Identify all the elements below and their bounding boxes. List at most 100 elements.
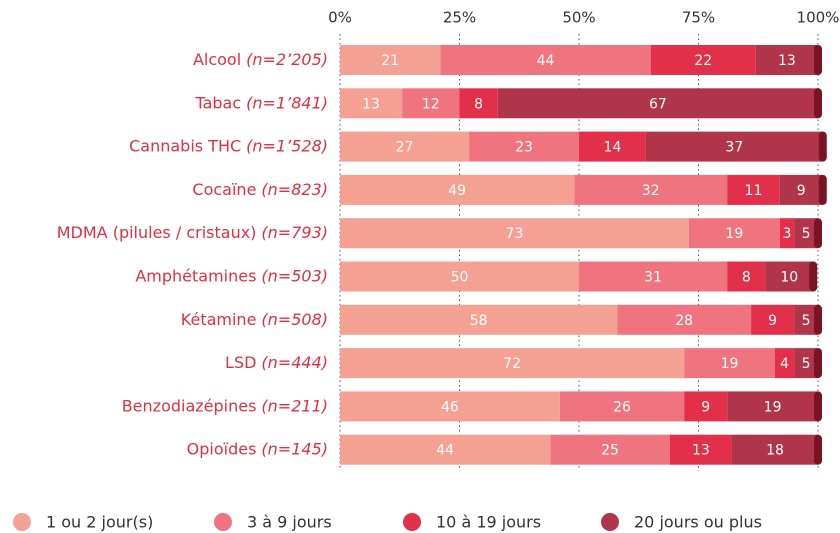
category-name: Benzodiazépines — [122, 396, 257, 415]
bar-segment — [340, 391, 560, 422]
legend-swatch — [13, 513, 31, 531]
value-label: 37 — [725, 140, 743, 156]
category-label: Alcool (n=2’205) — [193, 50, 328, 69]
value-label: 22 — [694, 53, 712, 69]
bar-segment — [340, 45, 441, 75]
bar-segment — [440, 45, 651, 75]
legend-swatch — [403, 513, 421, 531]
bar-segment — [688, 218, 780, 249]
category-name: Opioïdes — [187, 439, 257, 458]
x-tick-label: 0% — [328, 9, 352, 27]
bar-segment — [645, 131, 823, 162]
category-label: Tabac (n=1’841) — [194, 93, 328, 112]
bar-segment — [779, 174, 823, 205]
category-note: (n=823) — [261, 179, 328, 198]
category-name: LSD — [225, 353, 256, 372]
value-label: 58 — [470, 313, 488, 329]
bar-segment — [617, 304, 752, 335]
value-label: 27 — [396, 140, 414, 156]
value-label: 28 — [675, 313, 693, 329]
category-label: Kétamine (n=508) — [181, 309, 328, 328]
legend-swatch — [214, 513, 232, 531]
bar-segment — [340, 434, 551, 465]
x-tick-label: 75% — [682, 9, 715, 27]
value-label: 18 — [766, 443, 784, 459]
category-note: (n=145) — [261, 439, 328, 458]
bar-segment — [794, 218, 818, 249]
value-label: 13 — [778, 53, 796, 69]
bar-segment — [340, 261, 579, 292]
bar-segment — [340, 88, 403, 119]
category-label: Amphétamines (n=503) — [135, 266, 328, 285]
category-label: MDMA (pilules / cristaux) (n=793) — [57, 223, 328, 242]
legend-label: 3 à 9 jours — [247, 513, 332, 532]
bar-start-cap — [340, 304, 346, 335]
bar-start-cap — [340, 131, 346, 162]
category-label: LSD (n=444) — [225, 353, 328, 372]
value-label: 9 — [768, 313, 777, 329]
value-label: 13 — [692, 443, 710, 459]
bar-segment — [794, 348, 818, 379]
bar-segment — [731, 434, 818, 465]
bar-segment — [755, 45, 818, 75]
bar-segment — [340, 131, 470, 162]
legend-label: 10 à 19 jours — [436, 513, 541, 532]
bar-end-cap — [814, 304, 822, 335]
bar-end-cap — [809, 261, 818, 292]
category-label: Benzodiazépines (n=211) — [122, 396, 328, 415]
category-note: (n=1’841) — [246, 93, 328, 112]
legend-label: 1 ou 2 jour(s) — [46, 513, 153, 532]
value-label: 3 — [782, 226, 791, 242]
category-note: (n=503) — [261, 266, 328, 285]
category-label: Cocaïne (n=823) — [192, 179, 328, 198]
value-label: 19 — [721, 356, 739, 372]
value-label: 32 — [642, 183, 660, 199]
bar-end-cap — [814, 348, 822, 379]
bar-segment — [765, 261, 814, 292]
bar-segment — [727, 391, 818, 422]
bar-start-cap — [340, 174, 346, 205]
value-label: 4 — [780, 356, 789, 372]
bar-start-cap — [340, 88, 346, 119]
value-label: 25 — [601, 443, 619, 459]
bar-segment — [459, 88, 498, 119]
bar-start-cap — [340, 45, 346, 75]
value-label: 11 — [745, 183, 763, 199]
bar-end-cap — [814, 391, 822, 422]
category-name: Amphétamines — [135, 266, 256, 285]
bar-segment — [574, 174, 728, 205]
value-label: 19 — [764, 399, 782, 415]
category-note: (n=793) — [261, 223, 328, 242]
category-name: Cannabis THC — [129, 136, 241, 155]
bar-start-cap — [340, 434, 346, 465]
category-label: Cannabis THC (n=1’528) — [129, 136, 328, 155]
bar-segment — [669, 434, 732, 465]
bar-segment — [579, 261, 728, 292]
category-note: (n=1’528) — [246, 136, 328, 155]
bar-end-cap — [818, 131, 827, 162]
bar-segment — [751, 304, 795, 335]
value-label: 5 — [802, 226, 811, 242]
value-label: 44 — [436, 443, 454, 459]
value-label: 67 — [649, 96, 667, 112]
bar-segment — [497, 88, 818, 119]
value-label: 23 — [515, 140, 533, 156]
value-label: 9 — [797, 183, 806, 199]
bar-segment — [774, 348, 795, 379]
bar-segment — [684, 391, 728, 422]
value-label: 73 — [506, 226, 524, 242]
value-label: 5 — [802, 313, 811, 329]
category-note: (n=211) — [261, 396, 328, 415]
category-name: Tabac — [194, 93, 241, 112]
bar-start-cap — [340, 391, 346, 422]
value-label: 19 — [725, 226, 743, 242]
value-label: 13 — [362, 96, 380, 112]
value-label: 10 — [780, 270, 798, 286]
bar-end-cap — [814, 434, 822, 465]
bar-segment — [340, 304, 618, 335]
value-label: 31 — [644, 270, 662, 286]
bar-segment — [402, 88, 460, 119]
bar-segment — [579, 131, 646, 162]
value-label: 72 — [503, 356, 521, 372]
